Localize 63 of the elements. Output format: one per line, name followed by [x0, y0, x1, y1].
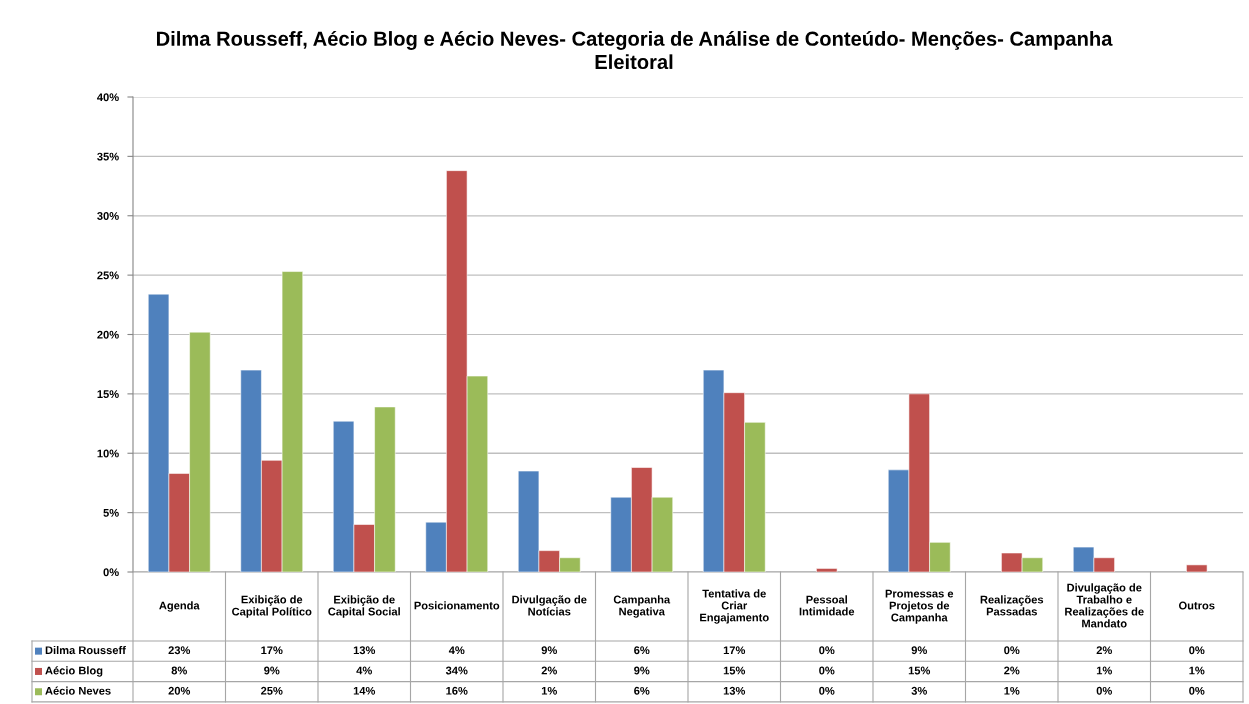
- data-label: 8%: [171, 666, 187, 675]
- data-label: 15%: [723, 666, 746, 675]
- x-tick-label: Promessas e Projetos de Campanha: [885, 589, 954, 624]
- data-label: 9%: [911, 646, 927, 655]
- data-label: 17%: [261, 646, 283, 655]
- data-label: 2%: [1096, 646, 1112, 655]
- y-tick-label: 10%: [97, 449, 119, 458]
- data-label: 2%: [541, 666, 557, 675]
- legend-label: Dilma Rousseff: [45, 645, 126, 655]
- y-tick-label: 0%: [103, 568, 119, 577]
- data-label: 6%: [634, 686, 650, 695]
- y-tick-label: 20%: [97, 330, 119, 339]
- y-tick-label: 25%: [97, 271, 119, 280]
- data-label: 25%: [261, 686, 283, 695]
- data-label: 9%: [264, 666, 280, 675]
- data-label: 14%: [353, 686, 376, 695]
- data-label: 4%: [356, 666, 372, 675]
- bar: [1186, 564, 1208, 572]
- y-tick-label: 40%: [97, 93, 119, 102]
- data-label: 13%: [723, 686, 746, 695]
- data-label: 1%: [1096, 666, 1112, 675]
- data-label: 0%: [1004, 646, 1020, 655]
- data-label: 9%: [634, 666, 650, 675]
- x-tick-label: Divulgação de Notícias: [512, 595, 587, 616]
- data-label: 6%: [634, 646, 650, 655]
- data-label: 23%: [168, 646, 191, 655]
- x-tick-label: Tentativa de Criar Engajamento: [700, 589, 769, 624]
- data-label: 4%: [448, 646, 465, 655]
- y-tick-label: 30%: [97, 212, 119, 220]
- data-label: 0%: [819, 666, 835, 675]
- data-label: 9%: [541, 646, 557, 655]
- legend-label: Aécio Neves: [45, 686, 111, 695]
- data-label: 0%: [1189, 686, 1205, 695]
- bar: [816, 568, 838, 572]
- data-label: 0%: [819, 686, 835, 695]
- data-label: 0%: [819, 646, 835, 655]
- x-tick-label: Posicionamento: [414, 601, 500, 610]
- x-tick-label: Exibição de Capital Social: [328, 595, 400, 618]
- x-tick-label: Agenda: [159, 601, 200, 612]
- y-tick-label: 35%: [97, 152, 119, 161]
- data-label: 0%: [1096, 686, 1112, 695]
- x-tick-label: Outros: [1179, 601, 1215, 610]
- y-tick-label: 5%: [103, 508, 119, 517]
- data-label: 0%: [1189, 646, 1205, 655]
- data-label: 1%: [1189, 666, 1205, 675]
- data-label: 20%: [168, 686, 191, 695]
- data-label: 1%: [1004, 686, 1020, 695]
- y-tick-label: 15%: [97, 390, 119, 399]
- legend-label: Aécio Blog: [45, 666, 103, 677]
- data-label: 3%: [911, 686, 927, 695]
- x-tick-label: Pessoal Intimidade: [799, 595, 855, 616]
- data-label: 15%: [908, 666, 931, 675]
- data-label: 34%: [445, 666, 468, 675]
- data-label: 13%: [353, 646, 376, 655]
- data-label: 1%: [541, 686, 557, 695]
- x-tick-label: Campanha Negativa: [613, 595, 671, 618]
- x-tick-label: Realizações Passadas: [980, 595, 1044, 616]
- chart-title: Dilma Rousseff, Aécio Blog e Aécio Neves- Categoria de Análise de Conteúdo- Menções- Campanha Eleitoral: [156, 30, 1113, 70]
- x-tick-label: Exibição de Capital Político: [232, 595, 312, 618]
- data-label: 16%: [446, 686, 468, 695]
- data-label: 17%: [723, 646, 746, 655]
- x-tick-label: Divulgação de Trabalho e Realizações de Mandato: [1065, 583, 1144, 628]
- data-label: 2%: [1004, 666, 1020, 675]
